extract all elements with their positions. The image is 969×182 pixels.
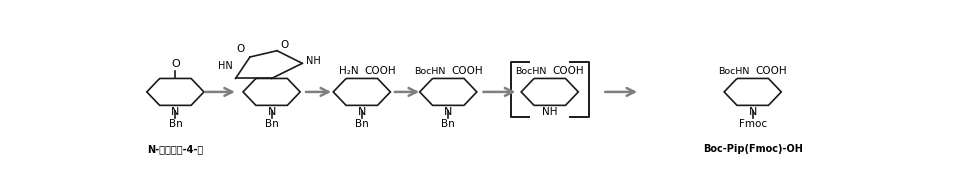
Text: O: O: [171, 59, 179, 69]
Text: NH: NH: [542, 107, 557, 117]
Text: N: N: [267, 107, 275, 117]
Text: Bn: Bn: [355, 119, 368, 129]
Text: N: N: [444, 107, 452, 117]
Text: Boc-Pip(Fmoc)-OH: Boc-Pip(Fmoc)-OH: [703, 144, 801, 154]
Text: Bn: Bn: [441, 119, 454, 129]
Text: COOH: COOH: [451, 66, 483, 76]
Text: Fmoc: Fmoc: [738, 119, 766, 129]
Text: COOH: COOH: [755, 66, 787, 76]
Text: N: N: [171, 107, 179, 117]
Text: H₂N: H₂N: [339, 66, 359, 76]
Text: HN: HN: [217, 61, 233, 71]
Text: N-苄基哌啶-4-酮: N-苄基哌啶-4-酮: [147, 144, 203, 154]
Text: O: O: [280, 40, 289, 50]
Text: BocHN: BocHN: [414, 67, 445, 76]
Text: COOH: COOH: [552, 66, 583, 76]
Text: BocHN: BocHN: [515, 67, 547, 76]
Text: O: O: [236, 44, 244, 54]
Text: COOH: COOH: [364, 66, 396, 76]
Text: N: N: [748, 107, 756, 117]
Text: Bn: Bn: [265, 119, 278, 129]
Text: BocHN: BocHN: [718, 67, 749, 76]
Text: N: N: [358, 107, 365, 117]
Text: NH: NH: [305, 56, 321, 66]
Text: Bn: Bn: [169, 119, 182, 129]
